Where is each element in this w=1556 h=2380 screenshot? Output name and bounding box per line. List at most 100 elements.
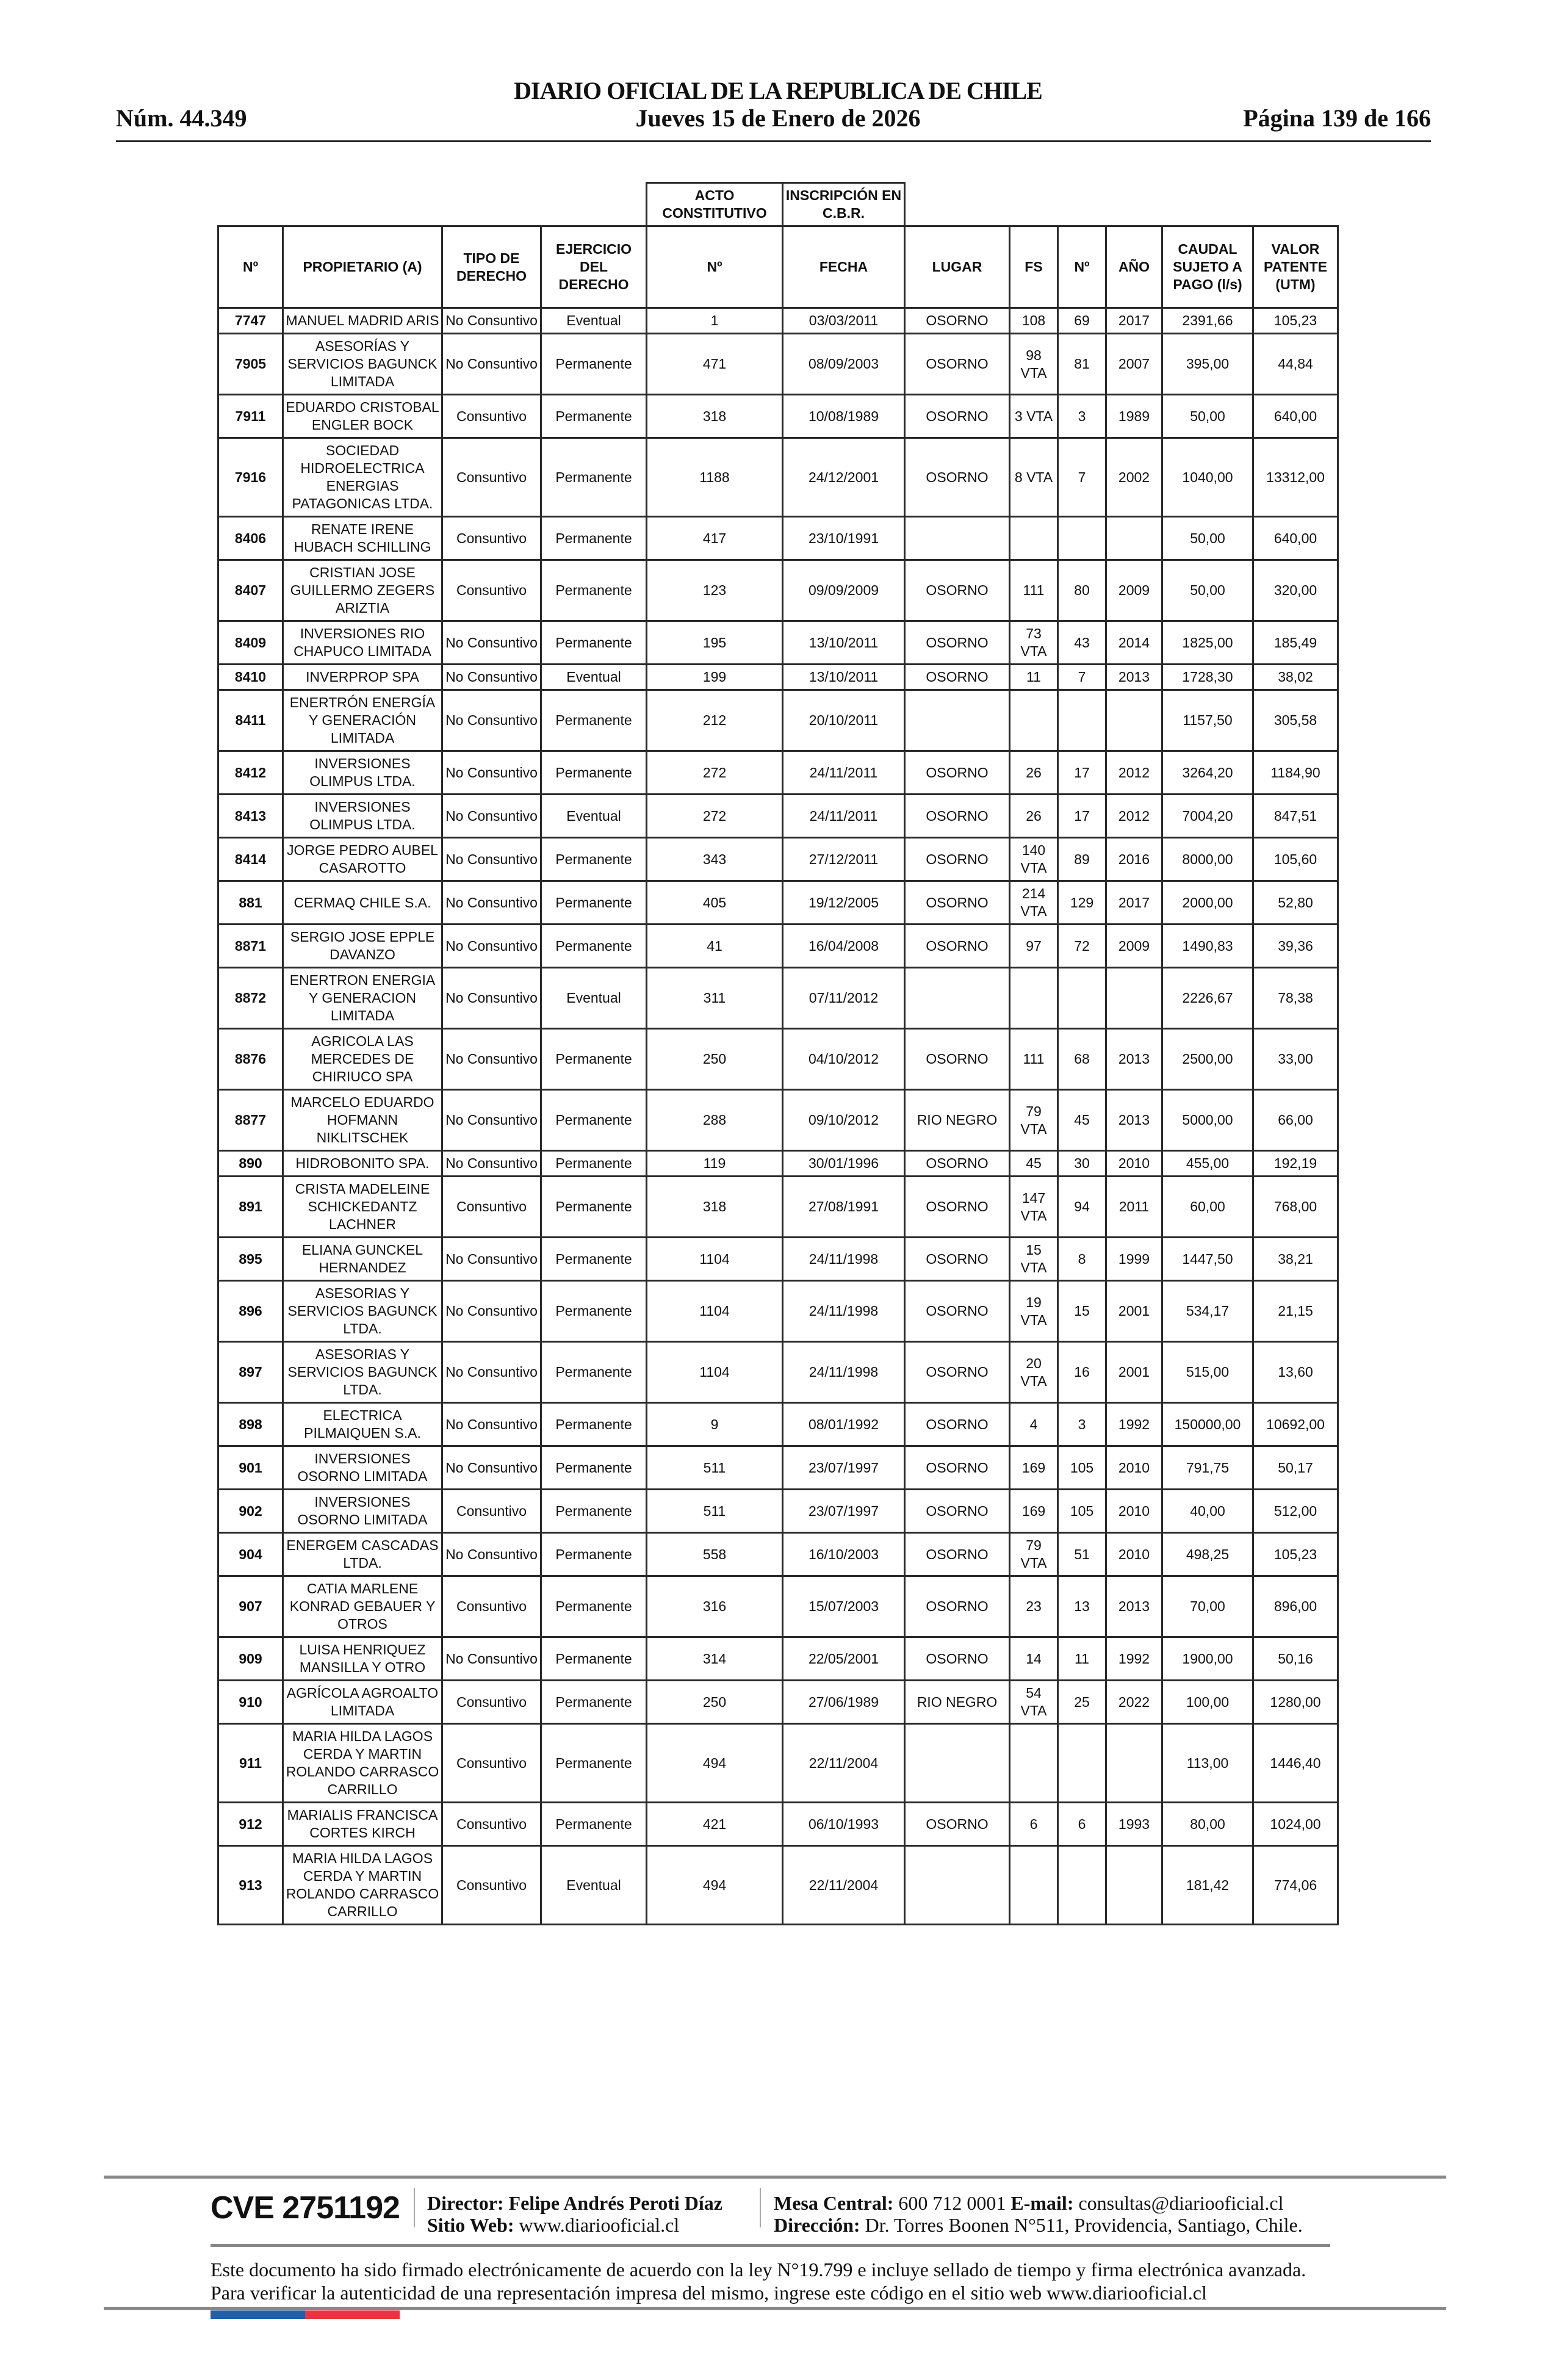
cell-anio: 2013 <box>1105 1028 1163 1091</box>
cell-ejercicio: Permanente <box>540 1089 647 1152</box>
cell-ejercicio: Permanente <box>540 689 647 752</box>
cell-numero: 7911 <box>217 394 284 439</box>
cell-propietario: ASESORIAS Y SERVICIOS BAGUNCK LTDA. <box>282 1341 443 1404</box>
cell-valor-patente: 39,36 <box>1252 923 1339 968</box>
cell-fs <box>1009 689 1059 752</box>
cell-numero: 911 <box>217 1723 284 1803</box>
cell-lugar: OSORNO <box>904 1236 1010 1282</box>
table-row: 909 LUISA HENRIQUEZ MANSILLA Y OTRO No Con… <box>217 1636 1339 1681</box>
header-col-ejercicio: EJERCICIO DEL DERECHO <box>540 225 647 309</box>
cell-lugar: RIO NEGRO <box>904 1089 1010 1152</box>
cell-lugar: OSORNO <box>904 559 1010 622</box>
cell-propietario: ELECTRICA PILMAIQUEN S.A. <box>282 1402 443 1447</box>
cell-propietario: CRISTIAN JOSE GUILLERMO ZEGERS ARIZTIA <box>282 559 443 622</box>
table-row: 7916 SOCIEDAD HIDROELECTRICA ENERGIAS PAT… <box>217 437 1339 517</box>
cell-lugar: OSORNO <box>904 1150 1010 1177</box>
cell-fecha: 16/04/2008 <box>782 923 906 968</box>
publication-title: DIARIO OFICIAL DE LA REPUBLICA DE CHILE <box>514 77 1043 104</box>
web-link[interactable]: www.diariooficial.cl <box>519 2214 680 2236</box>
cell-lugar <box>904 516 1010 561</box>
cell-valor-patente: 1446,40 <box>1252 1723 1339 1803</box>
cell-valor-patente: 38,02 <box>1252 663 1339 691</box>
table-row: 8872 ENERTRON ENERGIA Y GENERACION LIMITA… <box>217 967 1339 1030</box>
cell-propietario: CERMAQ CHILE S.A. <box>282 880 443 925</box>
cell-fecha: 24/11/2011 <box>782 793 906 838</box>
cell-propietario: SOCIEDAD HIDROELECTRICA ENERGIAS PATAGON… <box>282 437 443 517</box>
cell-numero: 8411 <box>217 689 284 752</box>
cell-acto-numero: 494 <box>646 1723 783 1803</box>
cell-propietario: EDUARDO CRISTOBAL ENGLER BOCK <box>282 394 443 439</box>
table-body: 7747 MANUEL MADRID ARIS No Consuntivo Event… <box>217 307 1339 1925</box>
cell-fecha: 13/10/2011 <box>782 663 906 691</box>
cell-numero: 896 <box>217 1280 284 1343</box>
cell-tipo-derecho: No Consuntivo <box>441 1636 542 1681</box>
cell-inscripcion-numero: 8 <box>1057 1236 1107 1282</box>
header-col-fs: FS <box>1009 225 1059 309</box>
cell-lugar <box>904 689 1010 752</box>
cell-ejercicio: Eventual <box>540 967 647 1030</box>
cell-acto-numero: 250 <box>646 1028 783 1091</box>
cell-inscripcion-numero: 6 <box>1057 1801 1107 1847</box>
table-row: 8409 INVERSIONES RIO CHAPUCO LIMITADA No C… <box>217 620 1339 665</box>
cell-numero: 898 <box>217 1402 284 1447</box>
web-label: Sitio Web: <box>427 2214 514 2236</box>
cell-lugar: OSORNO <box>904 663 1010 691</box>
cell-fecha: 22/05/2001 <box>782 1636 906 1681</box>
cell-numero: 8414 <box>217 837 284 882</box>
cell-anio: 2009 <box>1105 923 1163 968</box>
cell-anio: 2013 <box>1105 663 1163 691</box>
cell-lugar: OSORNO <box>904 1175 1010 1238</box>
cell-fs <box>1009 1723 1059 1803</box>
cell-tipo-derecho: Consuntivo <box>441 1845 542 1925</box>
cell-numero: 7905 <box>217 333 284 395</box>
table-row: 8406 RENATE IRENE HUBACH SCHILLING Consunt… <box>217 516 1339 561</box>
cell-caudal: 7004,20 <box>1161 793 1254 838</box>
cell-anio: 2010 <box>1105 1445 1163 1490</box>
footer-divider <box>104 2307 1446 2310</box>
cell-ejercicio: Permanente <box>540 837 647 882</box>
cell-fs: 111 <box>1009 1028 1059 1091</box>
cell-ejercicio: Eventual <box>540 307 647 334</box>
cell-numero: 8871 <box>217 923 284 968</box>
cell-propietario: ENERTRÓN ENERGÍA Y GENERACIÓN LIMITADA <box>282 689 443 752</box>
cell-acto-numero: 272 <box>646 750 783 795</box>
cell-propietario: INVERSIONES OSORNO LIMITADA <box>282 1488 443 1534</box>
cell-numero: 912 <box>217 1801 284 1847</box>
cell-ejercicio: Permanente <box>540 1723 647 1803</box>
cell-tipo-derecho: No Consuntivo <box>441 967 542 1030</box>
cell-numero: 907 <box>217 1575 284 1638</box>
cell-fs: 79 VTA <box>1009 1532 1059 1577</box>
cell-valor-patente: 10692,00 <box>1252 1402 1339 1447</box>
cell-anio: 2010 <box>1105 1150 1163 1177</box>
table-row: 7905 ASESORÍAS Y SERVICIOS BAGUNCK LIMITA… <box>217 333 1339 395</box>
cell-propietario: MARIA HILDA LAGOS CERDA Y MARTIN ROLANDO… <box>282 1845 443 1925</box>
cell-valor-patente: 105,23 <box>1252 1532 1339 1577</box>
cell-valor-patente: 38,21 <box>1252 1236 1339 1282</box>
cell-caudal: 1157,50 <box>1161 689 1254 752</box>
table-row: 901 INVERSIONES OSORNO LIMITADA No Consunt… <box>217 1445 1339 1490</box>
cell-propietario: INVERPROP SPA <box>282 663 443 691</box>
cell-inscripcion-numero: 89 <box>1057 837 1107 882</box>
cell-acto-numero: 1 <box>646 307 783 334</box>
table-row: 8871 SERGIO JOSE EPPLE DAVANZO No Consunti… <box>217 923 1339 968</box>
cell-tipo-derecho: Consuntivo <box>441 1679 542 1725</box>
table-row: 898 ELECTRICA PILMAIQUEN S.A. No Consuntiv… <box>217 1402 1339 1447</box>
cell-caudal: 5000,00 <box>1161 1089 1254 1152</box>
table-row: 8876 AGRICOLA LAS MERCEDES DE CHIRIUCO SP… <box>217 1028 1339 1091</box>
cell-propietario: MANUEL MADRID ARIS <box>282 307 443 334</box>
cell-caudal: 50,00 <box>1161 559 1254 622</box>
cell-caudal: 150000,00 <box>1161 1402 1254 1447</box>
cell-numero: 897 <box>217 1341 284 1404</box>
cell-acto-numero: 1188 <box>646 437 783 517</box>
cell-ejercicio: Eventual <box>540 793 647 838</box>
cell-inscripcion-numero <box>1057 689 1107 752</box>
cell-inscripcion-numero <box>1057 1845 1107 1925</box>
cell-propietario: MARCELO EDUARDO HOFMANN NIKLITSCHEK <box>282 1089 443 1152</box>
cell-inscripcion-numero: 25 <box>1057 1679 1107 1725</box>
email-link[interactable]: consultas@diariooficial.cl <box>1078 2192 1284 2214</box>
cell-valor-patente: 640,00 <box>1252 394 1339 439</box>
cell-fecha: 27/08/1991 <box>782 1175 906 1238</box>
cell-valor-patente: 13312,00 <box>1252 437 1339 517</box>
cell-fs: 73 VTA <box>1009 620 1059 665</box>
header-col-propietario: PROPIETARIO (A) <box>282 225 443 309</box>
